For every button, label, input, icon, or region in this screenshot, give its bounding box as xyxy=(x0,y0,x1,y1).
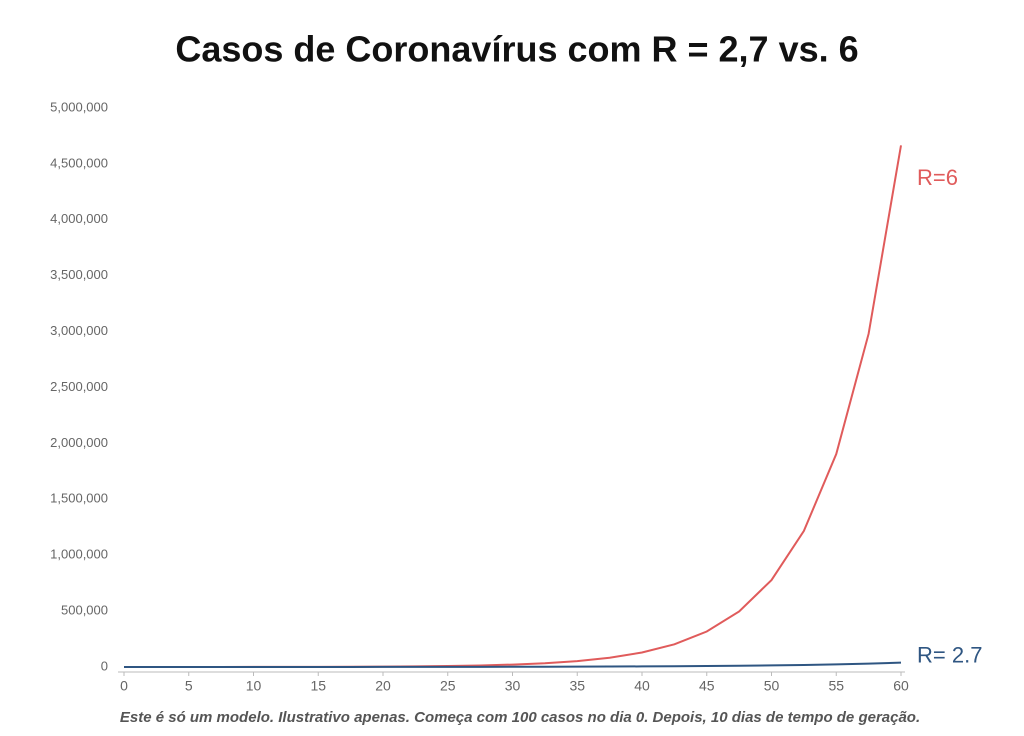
y-tick-label: 1,500,000 xyxy=(50,491,108,506)
series-line xyxy=(124,661,902,668)
footnote: Este é só um modelo. Ilustrativo apenas.… xyxy=(120,709,920,726)
x-tick-label: 45 xyxy=(699,678,715,694)
x-tick-label: 30 xyxy=(505,678,521,694)
x-tick-label: 60 xyxy=(893,678,909,694)
x-tick-label: 55 xyxy=(828,678,844,694)
x-tick-label: 20 xyxy=(375,678,391,694)
y-tick-label: 1,000,000 xyxy=(50,547,108,562)
x-tick-label: 35 xyxy=(569,678,585,694)
y-tick-label: 2,500,000 xyxy=(50,379,108,394)
x-tick-label: 40 xyxy=(634,678,650,694)
y-tick-label: 5,000,000 xyxy=(50,99,108,114)
x-tick-label: 10 xyxy=(246,678,262,694)
x-tick-label: 0 xyxy=(120,678,128,694)
y-tick-label: 4,500,000 xyxy=(50,155,108,170)
y-tick-label: 3,000,000 xyxy=(50,323,108,338)
y-tick-label: 3,500,000 xyxy=(50,267,108,282)
y-tick-label: 0 xyxy=(101,658,108,673)
x-tick-label: 25 xyxy=(440,678,456,694)
chart-title: Casos de Coronavírus com R = 2,7 vs. 6 xyxy=(175,29,858,70)
x-tick-label: 50 xyxy=(764,678,780,694)
y-tick-label: 500,000 xyxy=(61,603,108,618)
y-tick-label: 4,000,000 xyxy=(50,211,108,226)
y-tick-label: 2,000,000 xyxy=(50,435,108,450)
series-label: R=6 xyxy=(917,165,958,190)
x-tick-label: 5 xyxy=(185,678,193,694)
series-line xyxy=(123,145,902,668)
series-label: R= 2.7 xyxy=(917,642,982,667)
x-tick-label: 15 xyxy=(310,678,326,694)
